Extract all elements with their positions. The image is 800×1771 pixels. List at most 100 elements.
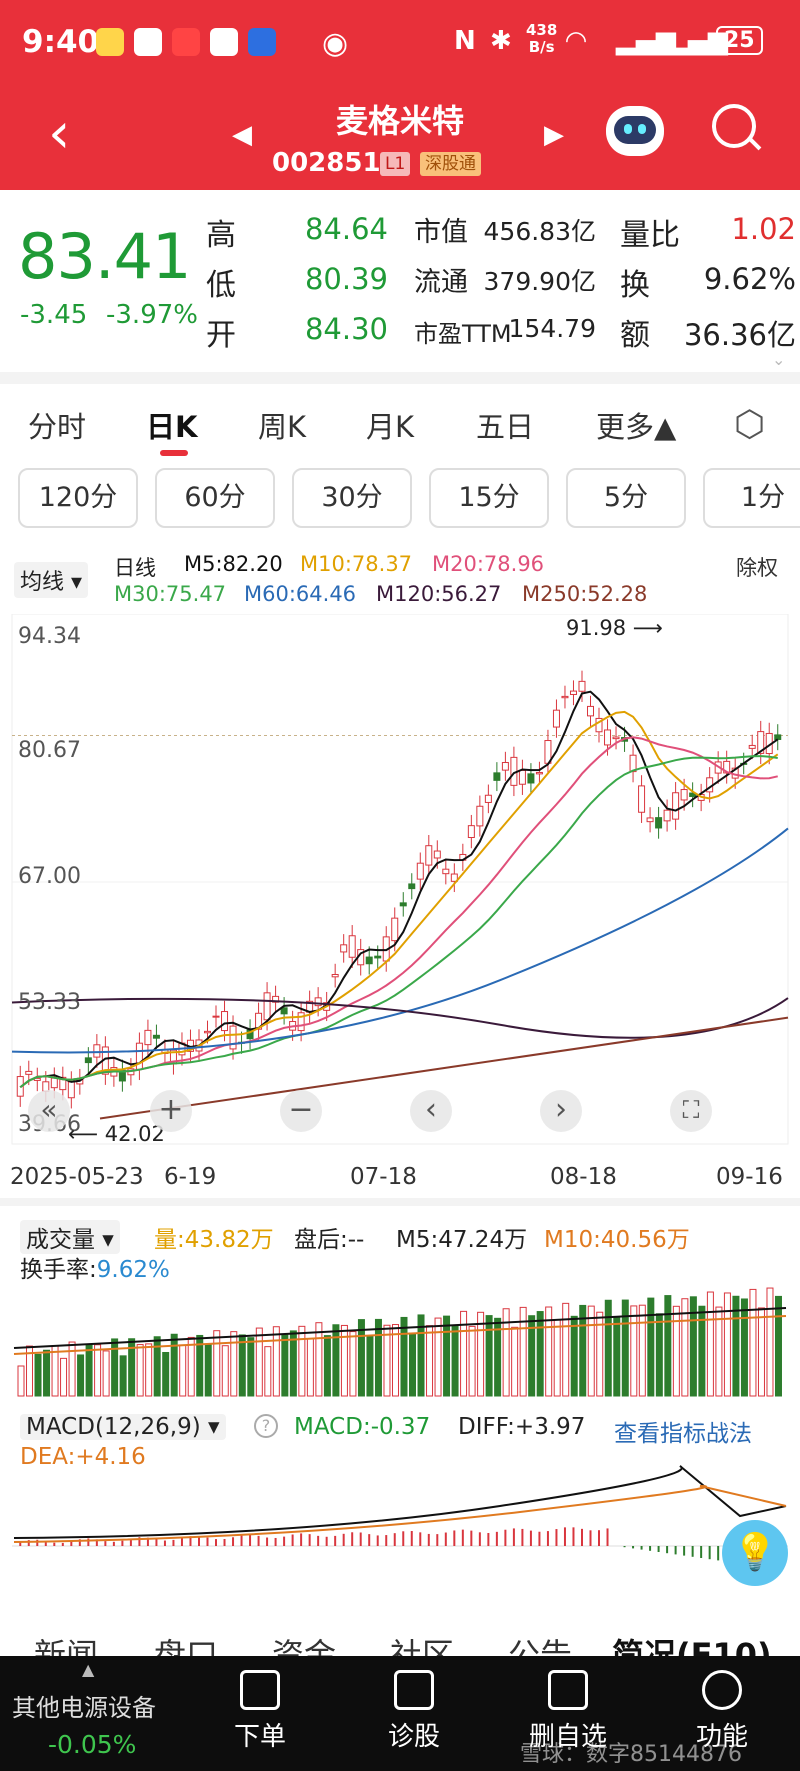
- zoom-out-button[interactable]: −: [280, 1090, 322, 1132]
- settings-hexagon-icon[interactable]: ⬡: [734, 404, 766, 445]
- lightbulb-icon[interactable]: 💡: [722, 1520, 788, 1586]
- period-60min[interactable]: 60分: [155, 468, 275, 528]
- vol-m10-value: M10:40.56万: [544, 1227, 690, 1253]
- caret-up-icon[interactable]: ▲: [82, 1660, 95, 1679]
- volume-bar: [579, 1304, 587, 1397]
- volume-bar: [698, 1305, 706, 1397]
- ma30-line: [19, 755, 778, 1089]
- fullscreen-button[interactable]: ⛶: [670, 1090, 712, 1132]
- tab-f10[interactable]: 简况(F10): [612, 1636, 772, 1656]
- volume-bar: [77, 1354, 85, 1397]
- candle-body: [612, 736, 620, 740]
- net-speed: 438: [526, 21, 558, 39]
- candle-body: [757, 731, 765, 754]
- mktcap-label: 市值: [414, 217, 468, 248]
- volume-bar: [706, 1291, 714, 1397]
- candle-body: [59, 1076, 67, 1091]
- candle-body: [399, 902, 407, 907]
- remove-watchlist-button[interactable]: 删自选: [508, 1670, 628, 1753]
- macd-chart[interactable]: [0, 1446, 800, 1596]
- open-label: 开: [206, 318, 236, 353]
- nfc-icon: N: [454, 26, 476, 56]
- volume-chart[interactable]: [0, 1268, 800, 1398]
- candle-body: [93, 1044, 101, 1058]
- volume-bar: [477, 1311, 485, 1397]
- sector-name[interactable]: 其他电源设备: [12, 1694, 156, 1722]
- volume-bar: [562, 1302, 570, 1397]
- ma20-line: [19, 736, 778, 1089]
- tab-orderbook[interactable]: 盘口: [154, 1636, 219, 1656]
- volume-bar: [511, 1326, 519, 1397]
- volume-bar: [26, 1345, 34, 1397]
- scroll-left-button[interactable]: ‹: [410, 1090, 452, 1132]
- volume-bar: [519, 1306, 527, 1397]
- period-1min[interactable]: 1分: [703, 468, 800, 528]
- price-change-pct: -3.97%: [106, 300, 198, 330]
- zoom-in-button[interactable]: +: [150, 1090, 192, 1132]
- volume-bar: [111, 1338, 119, 1397]
- volume-bar: [332, 1324, 340, 1397]
- rewind-button[interactable]: «: [28, 1090, 70, 1132]
- y-tick-3: 67.00: [18, 864, 81, 889]
- tab-funds[interactable]: 资金: [272, 1636, 337, 1656]
- ma-legend: 均线 ▾ 日线 M5:82.20 M10:78.37 M20:78.96 除权 …: [0, 546, 800, 616]
- tab-timeshare[interactable]: 分时: [28, 410, 87, 444]
- date-label-3: 07-18: [350, 1164, 417, 1190]
- indicator-strategy-link[interactable]: 查看指标战法: [614, 1421, 752, 1447]
- volume-bar: [672, 1305, 680, 1397]
- candle-body: [680, 789, 688, 801]
- tab-five-day[interactable]: 五日: [476, 410, 535, 444]
- candle-body: [263, 992, 271, 1021]
- macd-selector[interactable]: MACD(12,26,9) ▾: [20, 1414, 226, 1440]
- kline-chart[interactable]: 94.34 80.67 67.00 53.33 39.66 91.98 ⟶ ⟵ …: [0, 613, 800, 1158]
- volume-bar: [340, 1324, 348, 1397]
- ex-rights-toggle[interactable]: 除权: [736, 556, 778, 580]
- prev-stock-icon[interactable]: ◀: [232, 120, 252, 150]
- period-5min[interactable]: 5分: [566, 468, 686, 528]
- tab-weekly-k[interactable]: 周K: [258, 410, 307, 444]
- y-tick-4: 53.33: [18, 990, 81, 1015]
- volume-bar: [485, 1315, 493, 1397]
- help-icon[interactable]: ?: [254, 1414, 278, 1438]
- tab-announcements[interactable]: 公告: [508, 1636, 573, 1656]
- order-button[interactable]: 下单: [200, 1670, 320, 1753]
- tab-daily-k[interactable]: 日K: [146, 410, 198, 444]
- volume-bar: [255, 1327, 263, 1397]
- volume-bar: [545, 1306, 553, 1397]
- divider: [0, 1198, 800, 1206]
- robot-icon[interactable]: [606, 106, 664, 156]
- period-15min[interactable]: 15分: [429, 468, 549, 528]
- volume-selector[interactable]: 成交量 ▾: [20, 1220, 120, 1254]
- tab-more[interactable]: 更多▲: [596, 410, 677, 444]
- date-label-2: 6-19: [164, 1164, 217, 1190]
- candle-body: [501, 762, 509, 771]
- tab-news[interactable]: 新闻: [34, 1636, 99, 1656]
- tab-monthly-k[interactable]: 月K: [366, 410, 415, 444]
- amount-label: 额: [620, 318, 650, 353]
- candle-body: [595, 717, 603, 733]
- function-button[interactable]: 功能: [662, 1670, 782, 1753]
- ma5-value: M5:82.20: [184, 552, 283, 576]
- ma60-line: [11, 827, 789, 1054]
- volume-bar: [391, 1324, 399, 1397]
- high-label: 高: [206, 218, 236, 253]
- period-30min[interactable]: 30分: [292, 468, 412, 528]
- back-icon[interactable]: ‹: [48, 101, 71, 166]
- diagnose-button[interactable]: 诊股: [354, 1670, 474, 1753]
- volume-bar: [681, 1298, 689, 1397]
- candle-body: [484, 794, 492, 803]
- menu-circle-icon: [702, 1670, 742, 1710]
- expand-chevron-icon[interactable]: ⌄: [772, 350, 786, 369]
- scroll-right-button[interactable]: ›: [540, 1090, 582, 1132]
- kline-tabs: 分时 日K 周K 月K 五日 更多▲ ⬡: [0, 390, 800, 460]
- search-icon[interactable]: [712, 104, 762, 151]
- candle-body: [493, 772, 501, 781]
- ma-selector[interactable]: 均线 ▾: [14, 562, 89, 598]
- order-icon: [240, 1670, 280, 1710]
- bluetooth-icon: ✱: [490, 26, 512, 56]
- next-stock-icon[interactable]: ▶: [544, 120, 564, 150]
- tab-community[interactable]: 社区: [390, 1636, 455, 1656]
- period-120min[interactable]: 120分: [18, 468, 138, 528]
- volume-bar: [238, 1334, 246, 1397]
- candle-body: [297, 1012, 305, 1032]
